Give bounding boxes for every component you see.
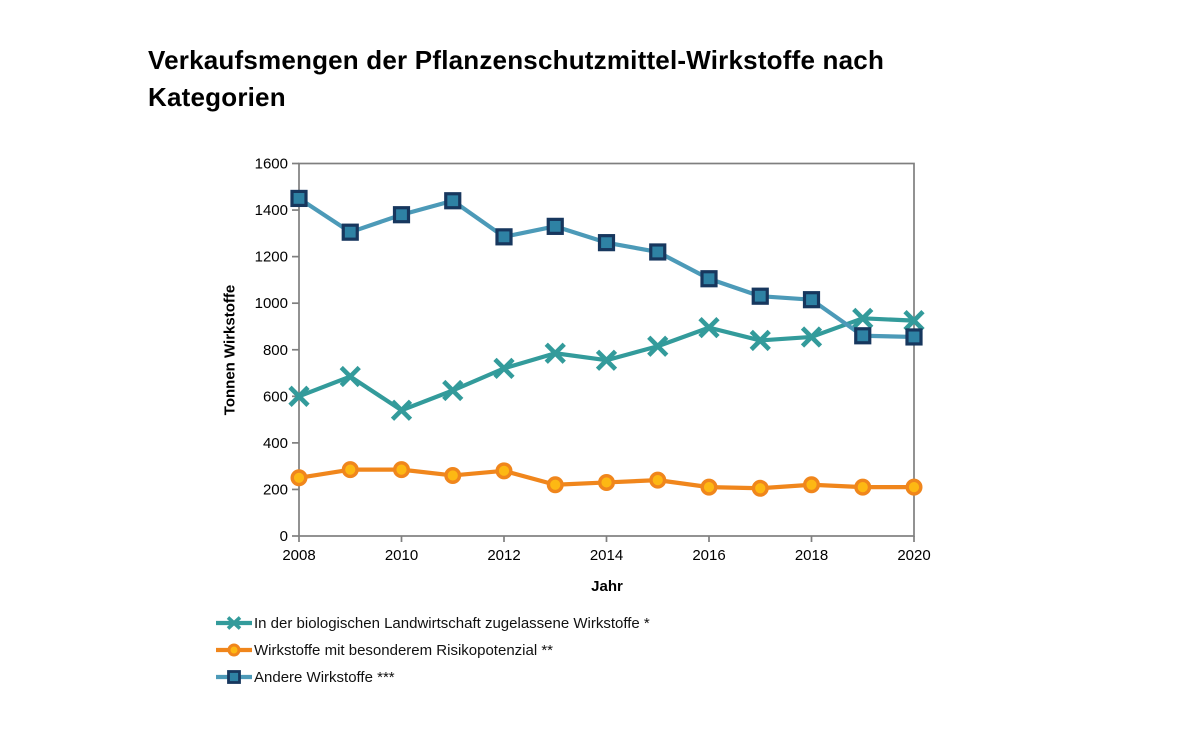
x-axis-title: Jahr xyxy=(591,578,623,595)
data-point-marker xyxy=(852,307,874,329)
data-point-marker xyxy=(392,206,411,224)
data-point-marker xyxy=(493,357,515,380)
chart-title: Verkaufsmengen der Pflanzenschutzmittel-… xyxy=(148,45,885,112)
data-point-marker xyxy=(544,342,566,364)
y-tick-label: 400 xyxy=(263,435,288,452)
data-point-marker xyxy=(800,326,823,348)
data-point-marker xyxy=(444,192,462,210)
data-point-marker xyxy=(905,478,923,496)
data-point-marker xyxy=(597,234,616,252)
data-point-marker xyxy=(341,223,359,241)
y-axis-title: Tonnen Wirkstoffe xyxy=(221,284,239,416)
y-tick-label: 0 xyxy=(280,528,288,545)
data-point-marker xyxy=(803,476,821,494)
y-tick-label: 800 xyxy=(263,342,288,359)
data-point-marker xyxy=(649,471,667,489)
data-point-marker xyxy=(751,287,769,305)
data-point-marker xyxy=(444,466,462,484)
circle-marker-legend-icon xyxy=(216,643,252,657)
data-point-marker xyxy=(700,478,718,496)
legend-label-bio: In der biologischen Landwirtschaft zugel… xyxy=(254,614,650,632)
data-point-marker xyxy=(598,473,616,491)
data-point-marker xyxy=(390,399,413,421)
square-marker-legend-icon xyxy=(216,670,252,684)
data-point-marker xyxy=(854,478,872,496)
data-point-marker xyxy=(495,462,513,480)
x-tick-label: 2014 xyxy=(590,547,623,564)
legend-item-other: Andere Wirkstoffe *** xyxy=(215,666,650,688)
data-point-marker xyxy=(288,385,310,407)
x-marker-legend-icon xyxy=(216,616,252,630)
y-tick-label: 200 xyxy=(263,481,288,498)
x-tick-label: 2010 xyxy=(385,547,418,564)
data-point-marker xyxy=(802,291,821,309)
data-point-marker xyxy=(393,461,411,479)
data-point-marker xyxy=(905,328,923,346)
data-point-marker xyxy=(854,327,872,345)
x-tick-label: 2008 xyxy=(282,547,315,564)
data-point-marker xyxy=(495,228,513,246)
y-tick-label: 1200 xyxy=(255,249,288,266)
legend-item-bio: In der biologischen Landwirtschaft zugel… xyxy=(215,612,650,634)
data-point-marker xyxy=(698,317,720,339)
x-tick-label: 2016 xyxy=(692,547,725,564)
y-tick-label: 1000 xyxy=(255,295,288,312)
data-point-marker xyxy=(339,365,361,388)
data-point-marker xyxy=(700,270,718,288)
series-line xyxy=(297,196,915,340)
y-tick-label: 600 xyxy=(263,388,288,405)
data-point-marker xyxy=(442,379,464,402)
y-tick-label: 1400 xyxy=(255,202,288,219)
data-point-marker xyxy=(903,310,925,332)
x-tick-label: 2020 xyxy=(897,547,930,564)
data-point-marker xyxy=(546,217,564,235)
legend-label-other: Andere Wirkstoffe *** xyxy=(254,668,395,686)
data-point-marker xyxy=(546,476,564,494)
legend-label-risk: Wirkstoffe mit besonderem Risikopotenzia… xyxy=(254,641,554,659)
legend-item-risk: Wirkstoffe mit besonderem Risikopotenzia… xyxy=(215,639,650,661)
series-line xyxy=(298,316,915,413)
data-point-marker xyxy=(290,469,308,487)
x-tick-label: 2018 xyxy=(795,547,828,564)
data-point-marker xyxy=(751,479,769,497)
data-point-marker xyxy=(341,461,359,479)
y-tick-label: 1600 xyxy=(255,156,288,173)
data-point-marker xyxy=(649,243,667,261)
legend: In der biologischen Landwirtschaft zugel… xyxy=(215,612,650,688)
x-tick-label: 2012 xyxy=(487,547,520,564)
data-point-marker xyxy=(290,189,308,208)
data-point-marker xyxy=(647,335,669,357)
data-point-marker xyxy=(595,349,618,371)
data-point-marker xyxy=(749,329,771,352)
